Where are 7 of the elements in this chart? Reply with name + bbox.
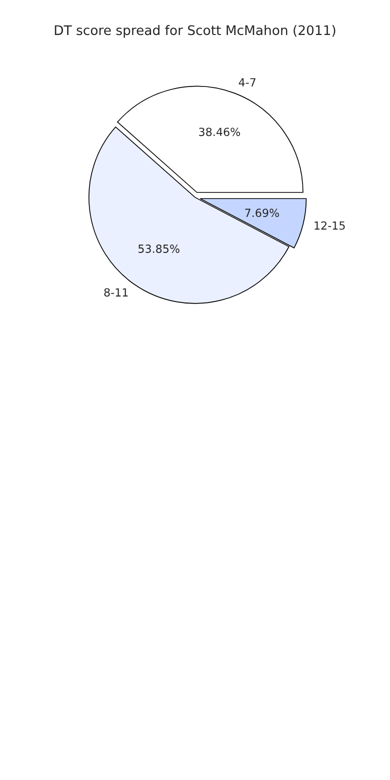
data-label: 7.69% bbox=[245, 208, 279, 218]
slice-label: 4-7 bbox=[238, 78, 256, 86]
slice-label: 8-11 bbox=[104, 288, 128, 297]
chart-title: DT score spread for Scott McMahon (2011) bbox=[54, 24, 336, 38]
data-label: 53.85% bbox=[138, 244, 180, 253]
slice-label: 12-15 bbox=[314, 221, 345, 230]
data-label: 38.46% bbox=[199, 128, 240, 136]
